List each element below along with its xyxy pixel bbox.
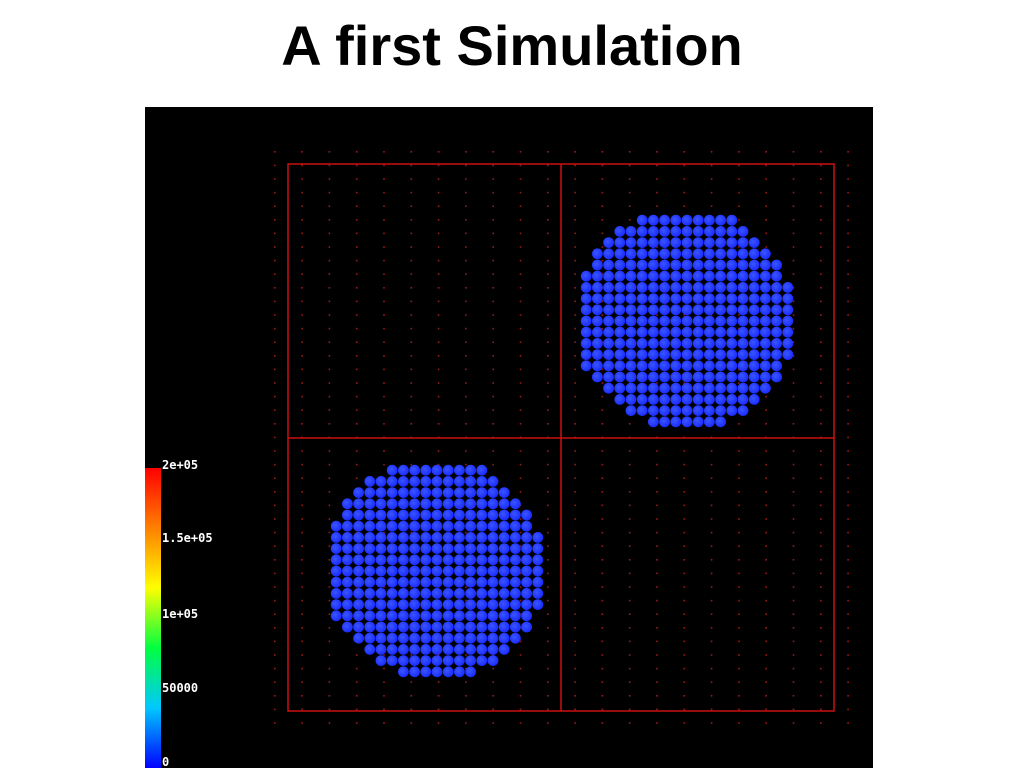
slide-title: A first Simulation bbox=[281, 14, 743, 77]
colorbar-gradient bbox=[145, 468, 161, 768]
colorbar-label-min: 0 bbox=[162, 755, 170, 768]
simulation-view: 2e+05 1.5e+05 1e+05 50000 0 bbox=[145, 107, 873, 768]
upper-right-particle-blob bbox=[580, 214, 794, 428]
colorbar-label-max: 2e+05 bbox=[162, 458, 199, 472]
colorbar-label-1.5e5: 1.5e+05 bbox=[162, 531, 213, 545]
simulation-canvas bbox=[274, 151, 849, 724]
lower-left-particle-blob bbox=[330, 464, 544, 678]
domain-partition-lines bbox=[287, 163, 835, 712]
colorbar-label-1e5: 1e+05 bbox=[162, 607, 199, 621]
colorbar-label-50000: 50000 bbox=[162, 681, 199, 695]
colorbar bbox=[145, 468, 163, 768]
